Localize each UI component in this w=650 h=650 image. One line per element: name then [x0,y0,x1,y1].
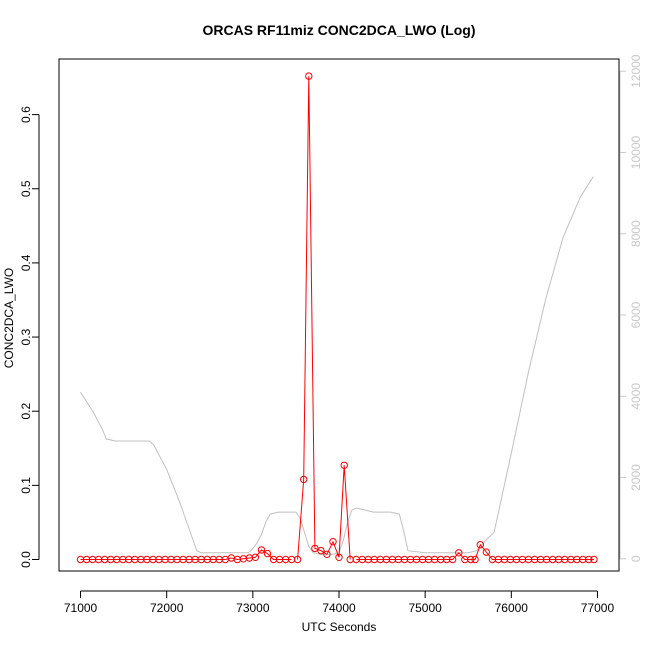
y-right-tick-label: 8000 [629,220,643,247]
data-point [340,461,348,469]
x-tick-label: 77000 [581,601,615,615]
y-axis-label: CONC2DCA_LWO [2,268,16,368]
y-axis-left: 0.0 0.1 0.2 0.3 0.4 0.5 0.6 [19,106,40,568]
x-axis: 71000 72000 73000 74000 75000 76000 77000 [64,590,615,615]
data-point [585,555,593,564]
y-tick-label: 0.6 [19,106,33,123]
data-point [482,548,490,556]
data-point [476,541,484,549]
data-point [257,546,266,554]
y-right-tick-label: 2000 [629,464,643,491]
series-layer [76,72,598,564]
x-tick-label: 71000 [64,601,98,615]
y-axis-right: 0 2000 4000 6000 8000 10000 12000 [619,54,643,562]
data-point [323,550,331,558]
series-line-right [80,176,594,556]
data-point [251,553,260,561]
data-point [305,72,313,80]
data-point [590,555,598,564]
data-point [263,549,272,558]
data-point [329,538,337,546]
y-tick-label: 0.2 [19,403,33,420]
data-point [300,475,308,484]
data-point [317,546,325,555]
x-tick-label: 73000 [236,601,270,615]
y-tick-label: 0.0 [19,551,33,568]
x-axis-label: UTC Seconds [302,620,377,634]
chart-title: ORCAS RF11miz CONC2DCA_LWO (Log) [202,22,475,38]
series-line-left [356,543,594,560]
y-tick-label: 0.3 [19,328,33,345]
x-tick-label: 72000 [150,601,184,615]
x-tick-label: 74000 [322,601,356,615]
data-point [467,555,475,564]
plot-area-frame [58,58,620,572]
y-tick-label: 0.5 [19,180,33,197]
x-tick-label: 75000 [408,601,442,615]
data-point [455,549,463,557]
y-right-tick-label: 0 [629,555,643,562]
y-tick-label: 0.1 [19,477,33,494]
y-right-tick-label: 4000 [629,383,643,410]
data-point [335,553,343,561]
y-tick-label: 0.4 [19,254,33,271]
y-right-tick-label: 12000 [629,54,643,88]
x-tick-label: 76000 [495,601,529,615]
y-right-tick-label: 6000 [629,301,643,328]
series-line-left [297,76,351,560]
y-right-tick-label: 10000 [629,135,643,169]
data-point [293,555,302,564]
data-point [471,555,479,564]
data-point [449,555,457,564]
